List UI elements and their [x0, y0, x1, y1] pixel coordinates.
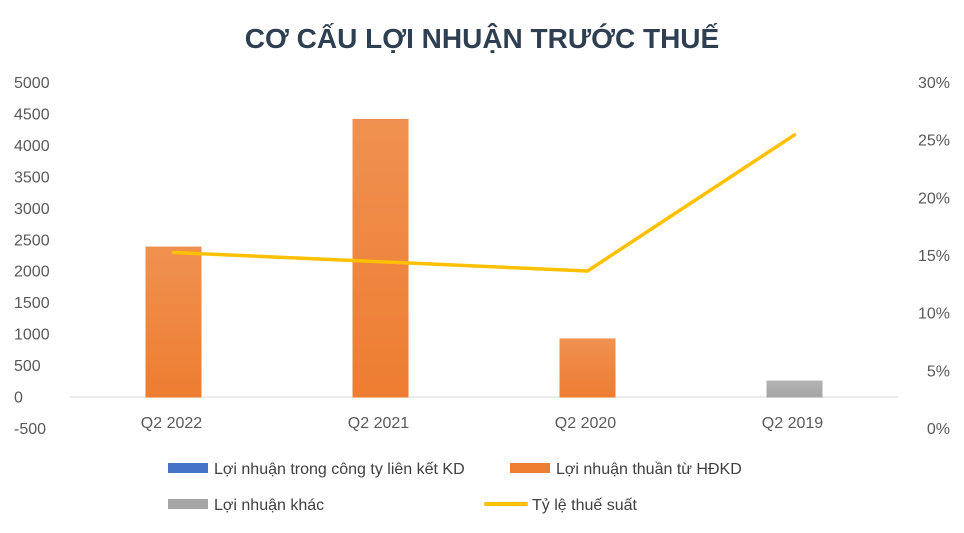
left-tick-label: 0	[14, 390, 23, 407]
series-line	[171, 133, 797, 273]
left-tick-label: 4000	[14, 138, 50, 155]
left-tick-label: 500	[14, 358, 41, 375]
right-tick-label: 0%	[927, 421, 950, 438]
left-tick-label: 1500	[14, 295, 50, 312]
legend-label: Lợi nhuận thuần từ HĐKD	[556, 461, 742, 478]
bar	[352, 118, 409, 398]
left-axis: 5000450040003500300025002000150010005000…	[14, 75, 50, 438]
legend-label: Lợi nhuận khác	[214, 497, 324, 514]
right-tick-label: 20%	[918, 190, 950, 207]
legend: Lợi nhuận trong công ty liên kết KD Lợi n…	[168, 461, 742, 514]
x-axis-labels: Q2 2022 Q2 2021 Q2 2020 Q2 2019	[141, 415, 823, 432]
x-tick-label: Q2 2020	[555, 415, 616, 432]
right-tick-label: 15%	[918, 248, 950, 265]
x-tick-label: Q2 2022	[141, 415, 202, 432]
left-tick-label: 5000	[14, 75, 50, 92]
left-tick-label: 4500	[14, 106, 50, 123]
legend-label: Tỷ lệ thuế suất	[532, 497, 638, 514]
left-tick-label: -500	[14, 421, 46, 438]
x-tick-label: Q2 2019	[762, 415, 823, 432]
chart-title: CƠ CẤU LỢI NHUẬN TRƯỚC THUẾ	[245, 23, 719, 54]
legend-swatch	[168, 463, 208, 473]
right-tick-label: 25%	[918, 133, 950, 150]
right-tick-label: 10%	[918, 306, 950, 323]
bar	[766, 380, 823, 398]
bar	[145, 246, 202, 398]
legend-swatch	[510, 463, 550, 473]
right-tick-label: 30%	[918, 75, 950, 92]
bar	[559, 338, 616, 398]
line-series	[171, 133, 797, 273]
left-tick-label: 1000	[14, 327, 50, 344]
left-tick-label: 2500	[14, 232, 50, 249]
left-tick-label: 3500	[14, 169, 50, 186]
right-axis: 30% 25% 20% 15% 10% 5% 0%	[918, 75, 950, 438]
left-tick-label: 3000	[14, 201, 50, 218]
x-tick-label: Q2 2021	[348, 415, 409, 432]
left-tick-label: 2000	[14, 264, 50, 281]
legend-swatch	[168, 499, 208, 509]
legend-label: Lợi nhuận trong công ty liên kết KD	[214, 461, 465, 478]
right-tick-label: 5%	[927, 363, 950, 380]
bar-series	[145, 118, 823, 398]
